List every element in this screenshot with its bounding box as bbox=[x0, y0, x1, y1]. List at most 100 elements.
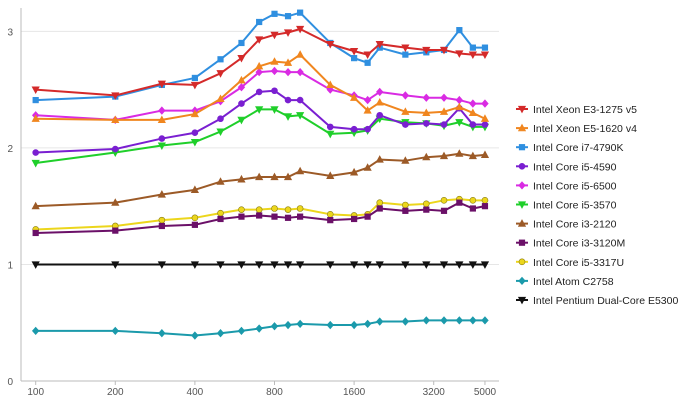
data-point bbox=[255, 88, 263, 96]
series-line bbox=[35, 11, 485, 102]
data-point bbox=[469, 99, 477, 108]
data-point bbox=[363, 106, 372, 114]
legend-label: Intel Core i5-3317U bbox=[533, 257, 624, 269]
legend-item: Intel Pentium Dual-Core E5300 bbox=[516, 295, 678, 307]
data-point bbox=[351, 55, 358, 62]
series-line bbox=[35, 108, 485, 165]
data-point bbox=[255, 67, 263, 77]
data-point bbox=[326, 261, 335, 269]
series-7 bbox=[32, 199, 489, 237]
data-point bbox=[326, 123, 334, 131]
data-point bbox=[349, 48, 359, 56]
data-point bbox=[157, 261, 166, 269]
data-point bbox=[216, 128, 225, 136]
data-point bbox=[363, 319, 372, 329]
data-point bbox=[440, 207, 448, 214]
data-point bbox=[284, 96, 292, 104]
data-point bbox=[402, 201, 409, 209]
data-point bbox=[255, 206, 263, 213]
y-tick-label: 1 bbox=[7, 260, 13, 271]
data-point bbox=[349, 167, 359, 176]
data-point bbox=[31, 261, 40, 269]
x-tick-label: 3200 bbox=[423, 387, 446, 398]
data-point bbox=[422, 46, 431, 55]
data-point bbox=[216, 261, 225, 269]
data-point bbox=[296, 205, 304, 212]
legend-label: Intel Pentium Dual-Core E5300 bbox=[533, 295, 678, 307]
series-line bbox=[35, 27, 485, 97]
series-6 bbox=[31, 149, 490, 210]
data-point bbox=[271, 213, 278, 220]
legend: Intel Xeon E3-1275 v5 Intel Xeon E5-1620 … bbox=[516, 104, 678, 307]
series-line bbox=[35, 152, 486, 208]
x-tick-label: 1600 bbox=[343, 387, 366, 398]
data-point bbox=[440, 316, 448, 325]
data-point bbox=[237, 261, 246, 269]
data-point bbox=[422, 93, 430, 102]
legend-item: Intel Core i3-3120M bbox=[516, 238, 625, 250]
data-point bbox=[157, 115, 166, 123]
data-point bbox=[349, 93, 359, 101]
data-point bbox=[326, 211, 334, 218]
legend-swatch-marker bbox=[518, 163, 526, 170]
data-point bbox=[270, 261, 279, 269]
data-point bbox=[376, 317, 384, 326]
data-point bbox=[256, 212, 263, 219]
data-point bbox=[271, 205, 278, 212]
data-point bbox=[350, 125, 358, 133]
series-1 bbox=[31, 50, 490, 123]
legend-item: Intel Core i3-2120 bbox=[516, 219, 617, 231]
series-3 bbox=[32, 87, 489, 156]
legend-item: Intel Core i5-4590 bbox=[516, 161, 617, 173]
data-point bbox=[112, 227, 119, 234]
legend-label: Intel Core i7-4790K bbox=[533, 142, 623, 154]
data-point bbox=[326, 130, 335, 139]
data-point bbox=[469, 316, 477, 325]
data-point bbox=[270, 172, 279, 181]
series-4 bbox=[31, 66, 489, 125]
data-point bbox=[270, 31, 279, 40]
data-point bbox=[364, 59, 371, 66]
data-point bbox=[190, 109, 199, 118]
legend-label: Intel Core i5-3570 bbox=[533, 200, 617, 212]
data-point bbox=[191, 214, 199, 222]
data-point bbox=[326, 171, 335, 179]
series-0 bbox=[31, 25, 490, 100]
data-point bbox=[270, 57, 279, 65]
data-point bbox=[158, 329, 166, 338]
data-point bbox=[270, 66, 279, 76]
data-point bbox=[31, 114, 40, 122]
data-point bbox=[237, 174, 246, 183]
data-point bbox=[31, 201, 40, 210]
data-point bbox=[349, 261, 359, 269]
data-point bbox=[480, 150, 490, 158]
data-point bbox=[468, 51, 477, 60]
x-tick-label: 200 bbox=[107, 387, 124, 398]
data-point bbox=[283, 261, 293, 269]
data-point bbox=[238, 213, 245, 220]
data-point bbox=[376, 111, 384, 119]
data-point bbox=[190, 261, 199, 269]
data-point bbox=[296, 166, 305, 175]
data-point bbox=[284, 13, 292, 20]
data-point bbox=[375, 261, 384, 269]
data-point bbox=[216, 177, 225, 185]
data-point bbox=[422, 108, 431, 117]
data-point bbox=[480, 261, 490, 269]
legend-label: Intel Xeon E5-1620 v4 bbox=[533, 123, 637, 135]
data-point bbox=[296, 25, 305, 34]
data-point bbox=[455, 316, 464, 325]
data-point bbox=[255, 261, 264, 269]
data-point bbox=[455, 50, 464, 58]
x-tick-label: 5000 bbox=[474, 387, 497, 398]
data-point bbox=[363, 51, 372, 60]
data-point bbox=[238, 100, 245, 107]
data-point bbox=[326, 41, 335, 49]
data-point bbox=[439, 261, 449, 269]
data-point bbox=[216, 329, 225, 338]
data-point bbox=[439, 107, 449, 115]
data-point bbox=[283, 29, 293, 37]
legend-swatch-marker bbox=[517, 105, 527, 114]
data-point bbox=[326, 320, 334, 330]
